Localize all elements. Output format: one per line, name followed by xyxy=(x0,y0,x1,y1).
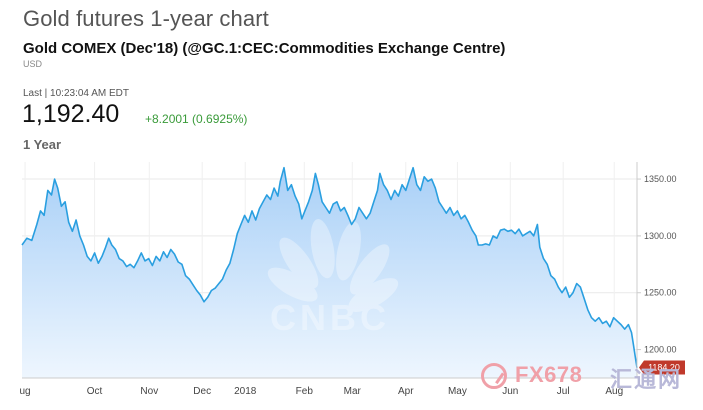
x-tick-label: Dec xyxy=(193,386,211,397)
x-tick-label: ug xyxy=(20,386,31,397)
range-selector-label[interactable]: 1 Year xyxy=(23,137,62,152)
fx678-watermark: FX678 xyxy=(515,362,583,387)
y-tick-label: 1350.00 xyxy=(644,174,677,184)
price-series-line xyxy=(21,166,638,368)
price-area xyxy=(22,167,637,378)
x-tick-label: Jul xyxy=(557,386,570,397)
y-tick-label: 1200.00 xyxy=(644,345,677,355)
currency-label: USD xyxy=(23,59,43,69)
price-line xyxy=(21,166,638,368)
last-trade-time: Last | 10:23:04 AM EDT xyxy=(23,88,129,99)
x-tick-label: Aug xyxy=(605,386,623,397)
last-price: 1,192.40 xyxy=(22,100,120,128)
cnbc-peacock-watermark: CNBC xyxy=(267,219,399,338)
x-tick-label: 2018 xyxy=(234,386,257,397)
x-tick-label: Mar xyxy=(344,386,362,397)
page-title: Gold futures 1-year chart xyxy=(23,6,269,31)
y-tick-label: 1300.00 xyxy=(644,231,677,241)
y-axis: 1350.00 1300.00 1250.00 1200.00 xyxy=(636,162,677,378)
price-change: +8.2001 (0.6925%) xyxy=(145,112,248,126)
last-value-badge: 1184.20 xyxy=(639,360,685,375)
y-tick-label: 1250.00 xyxy=(644,288,677,298)
x-axis: ug Oct Nov Dec 2018 Feb Mar Apr May Jun Jul Aug xyxy=(20,377,637,397)
x-tick-label: Feb xyxy=(296,386,314,397)
price-area-fill xyxy=(22,167,637,378)
x-tick-label: Apr xyxy=(398,386,414,397)
x-tick-label: Oct xyxy=(87,386,103,397)
x-tick-label: May xyxy=(448,386,467,397)
cnbc-watermark-text: CNBC xyxy=(270,297,390,338)
fx678-logo-icon xyxy=(481,363,507,389)
fx678-watermark-cn: 汇通网 xyxy=(610,367,683,392)
last-value-badge-shape xyxy=(639,360,685,375)
x-tick-label: Jun xyxy=(502,386,518,397)
last-value-label: 1184.20 xyxy=(648,363,680,373)
x-tick-label: Nov xyxy=(140,386,158,397)
instrument-name: Gold COMEX (Dec'18) (@GC.1:CEC:Commoditi… xyxy=(23,40,506,57)
